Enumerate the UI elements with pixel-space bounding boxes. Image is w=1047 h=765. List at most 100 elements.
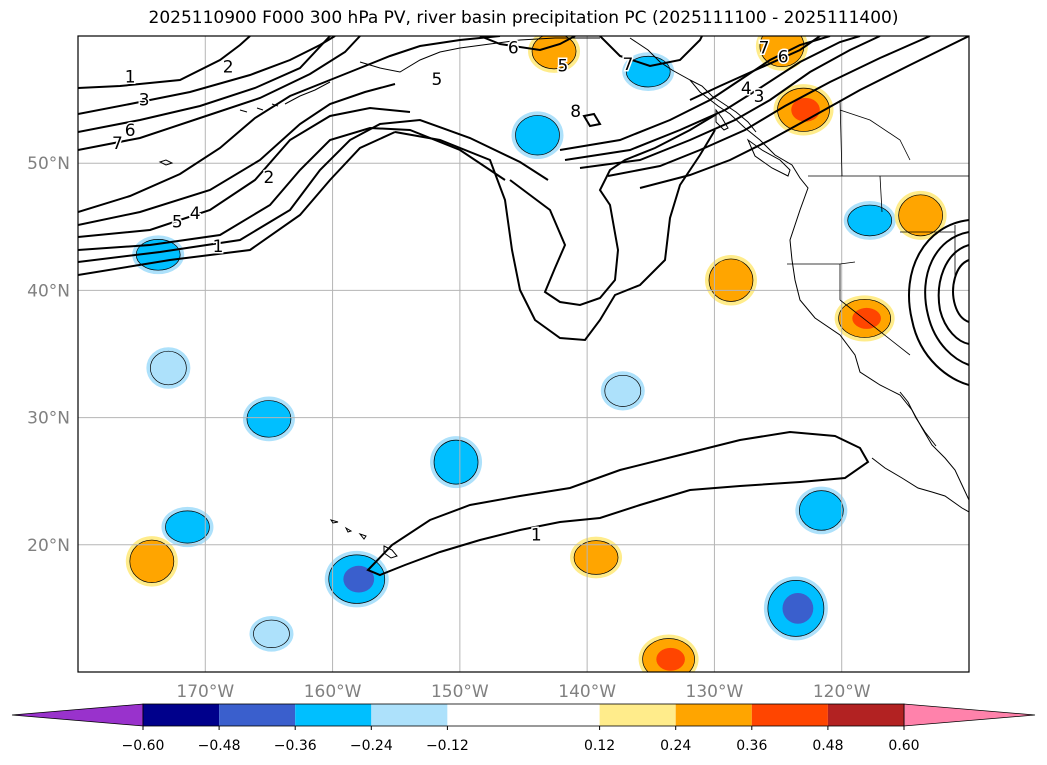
pv-cutoff-low	[924, 231, 969, 366]
precip-anomaly-patch	[249, 616, 294, 652]
pv-contour-line	[78, 36, 331, 133]
colorbar-segment	[447, 704, 600, 726]
precip-patch-body	[708, 258, 754, 302]
precip-patch-body	[847, 204, 893, 237]
colorbar-segment	[219, 704, 296, 726]
pv-contour-label: 2	[264, 168, 275, 188]
colorbar-segment	[143, 704, 220, 726]
colorbar-tick-label: 0.12	[584, 738, 615, 754]
pv-contour-line	[78, 131, 396, 276]
pv-contour-label: 5	[172, 213, 183, 233]
colorbar-tick-label: −0.12	[426, 738, 469, 754]
pv-cutoff-low	[952, 259, 969, 323]
precip-anomaly-patch	[795, 486, 848, 535]
colorbar-segment	[827, 704, 904, 726]
pv-contour-label: 1	[531, 526, 542, 546]
colorbar-segment	[599, 704, 676, 726]
colorbar: −0.60 −0.48 −0.36 −0.24 −0.12 0.12 0.24 0.36 0.4…	[11, 703, 1036, 754]
pv-contour-label: 5	[432, 70, 443, 90]
colorbar-tick-label: −0.48	[198, 738, 241, 754]
lat-tick-label: 50°N	[27, 154, 70, 174]
colorbar-tick-label: 0.36	[736, 738, 767, 754]
pv-contour-label: 4	[190, 204, 201, 224]
colorbar-tick-label: −0.36	[274, 738, 317, 754]
pv-contour-label: 6	[508, 38, 519, 58]
pv-ridge-line	[579, 36, 881, 169]
pv-contour-label: 1	[125, 68, 136, 88]
pv-north-contour	[479, 36, 576, 52]
pv-contour-label: 2	[223, 58, 234, 78]
pv-contour-label: 7	[622, 55, 633, 75]
pv-contour-label: 1	[213, 237, 224, 257]
colorbar-tick-label: 0.60	[888, 738, 919, 754]
pv-contour-label: 4	[741, 79, 752, 99]
precip-patch-core	[782, 593, 814, 624]
precip-anomaly-patch	[834, 295, 895, 342]
lat-tick-label: 20°N	[27, 536, 70, 556]
colorbar-segment	[751, 704, 828, 726]
baja-california-coastline	[871, 457, 969, 513]
lon-tick-label: 140°W	[558, 682, 616, 702]
pv-ridge-line	[689, 36, 821, 101]
pv-contour-label: 3	[139, 91, 150, 111]
precip-anomaly-patch	[843, 201, 896, 240]
map-title: 2025110900 F000 300 hPa PV, river basin …	[148, 8, 899, 28]
precip-patch-body	[515, 115, 560, 156]
precip-patch-core	[656, 647, 685, 671]
pv-cutoff-low	[937, 244, 969, 345]
precip-anomaly-patch	[894, 190, 947, 240]
precip-anomaly-patch	[600, 371, 645, 411]
colorbar-tick-label: −0.60	[122, 738, 165, 754]
gridlines	[78, 36, 969, 672]
lon-tick-label: 160°W	[304, 682, 362, 702]
alaska-coastline	[359, 37, 600, 73]
precip-anomaly-patch	[528, 36, 581, 73]
colorbar-extend-min	[11, 703, 144, 727]
haida-gwaii-coastline	[715, 108, 729, 131]
precip-patch-body	[573, 540, 619, 575]
hawaii-coastline	[329, 519, 398, 559]
alaska-peninsula-coastline	[284, 81, 331, 105]
precip-patch-body	[898, 194, 943, 237]
axis-labels: 170°W 160°W 150°W 140°W 130°W 120°W 20°N 30°N 40…	[27, 154, 871, 702]
precip-patch-body	[246, 400, 292, 438]
pv-contour-label: 3	[754, 87, 765, 107]
pv-contour-label: 5	[558, 56, 569, 76]
lon-tick-label: 130°W	[686, 682, 744, 702]
colorbar-tick-label: −0.24	[350, 738, 393, 754]
lon-tick-label: 120°W	[813, 682, 871, 702]
pv-contours	[78, 36, 969, 577]
pv-contour-line	[78, 118, 549, 263]
precip-anomaly-patch	[638, 634, 699, 672]
pv-contour-label: 6	[778, 47, 789, 67]
precip-anomaly-patch	[146, 347, 191, 389]
pv-ridge-line	[639, 36, 969, 189]
pv-contour-line	[78, 36, 251, 89]
pv-contour-line	[78, 83, 396, 226]
pv-ridge-line	[607, 36, 931, 177]
pv-ridge-line	[559, 36, 831, 151]
colorbar-extend-max	[903, 703, 1036, 727]
precip-anomaly-patch	[161, 506, 214, 548]
colorbar-tick-label: 0.24	[660, 738, 691, 754]
precip-patch-body	[165, 510, 210, 544]
precip-anomaly-patch	[704, 254, 757, 306]
precip-anomaly-patch	[242, 396, 295, 442]
colorbar-segment	[295, 704, 372, 726]
precip-patch-core	[343, 565, 375, 593]
precip-patch-body	[433, 439, 479, 485]
pv-ridge-line	[564, 36, 861, 161]
pv-contour-label: 7	[759, 38, 770, 58]
precip-anomaly-patch	[430, 436, 483, 489]
precip-anomaly-patch	[763, 576, 828, 641]
pv-subtropical-loop	[366, 430, 870, 577]
pv-contour-label: 7	[112, 134, 123, 154]
alexander-archipelago-coastline	[689, 79, 757, 133]
precip-patch-body	[253, 619, 290, 648]
gulf-of-california-coastline	[899, 391, 937, 447]
pv-contour-line	[78, 36, 361, 151]
pv-trough-inner	[509, 114, 716, 307]
